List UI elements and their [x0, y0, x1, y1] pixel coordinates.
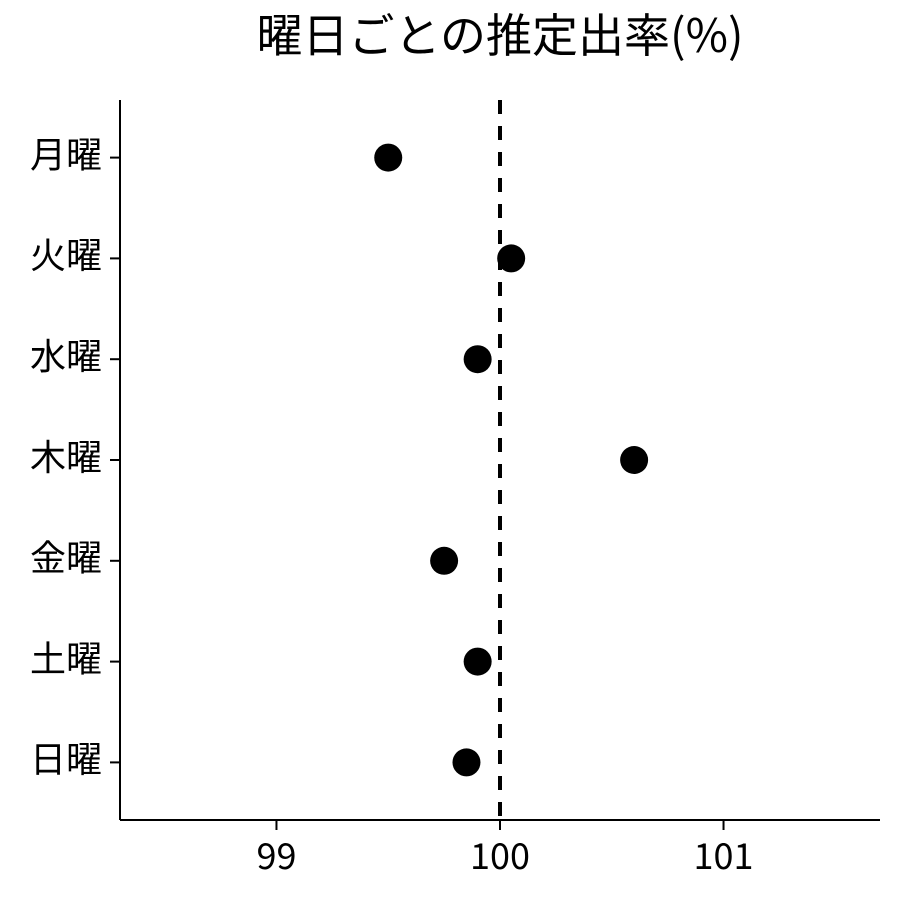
data-point [452, 748, 480, 776]
y-tick-label: 木曜 [30, 429, 102, 481]
y-tick-label: 土曜 [30, 630, 102, 682]
data-point [464, 648, 492, 676]
data-point [374, 144, 402, 172]
chart-title: 曜日ごとの推定出率(%) [256, 0, 743, 66]
y-tick-label: 火曜 [30, 227, 102, 279]
data-point [464, 345, 492, 373]
x-tick-label: 99 [256, 828, 296, 880]
y-tick-label: 水曜 [30, 328, 102, 380]
chart-svg: 曜日ごとの推定出率(%) 月曜火曜水曜木曜金曜土曜日曜 99 100 101 [0, 0, 900, 900]
x-tick-label: 101 [694, 828, 754, 880]
data-point [620, 446, 648, 474]
y-tick-label: 金曜 [30, 530, 102, 582]
chart-container: 曜日ごとの推定出率(%) 月曜火曜水曜木曜金曜土曜日曜 99 100 101 [0, 0, 900, 900]
data-point [497, 244, 525, 272]
data-point [430, 547, 458, 575]
y-tick-label: 月曜 [30, 126, 102, 178]
y-tick-label: 日曜 [30, 731, 102, 783]
x-tick-label: 100 [470, 828, 530, 880]
